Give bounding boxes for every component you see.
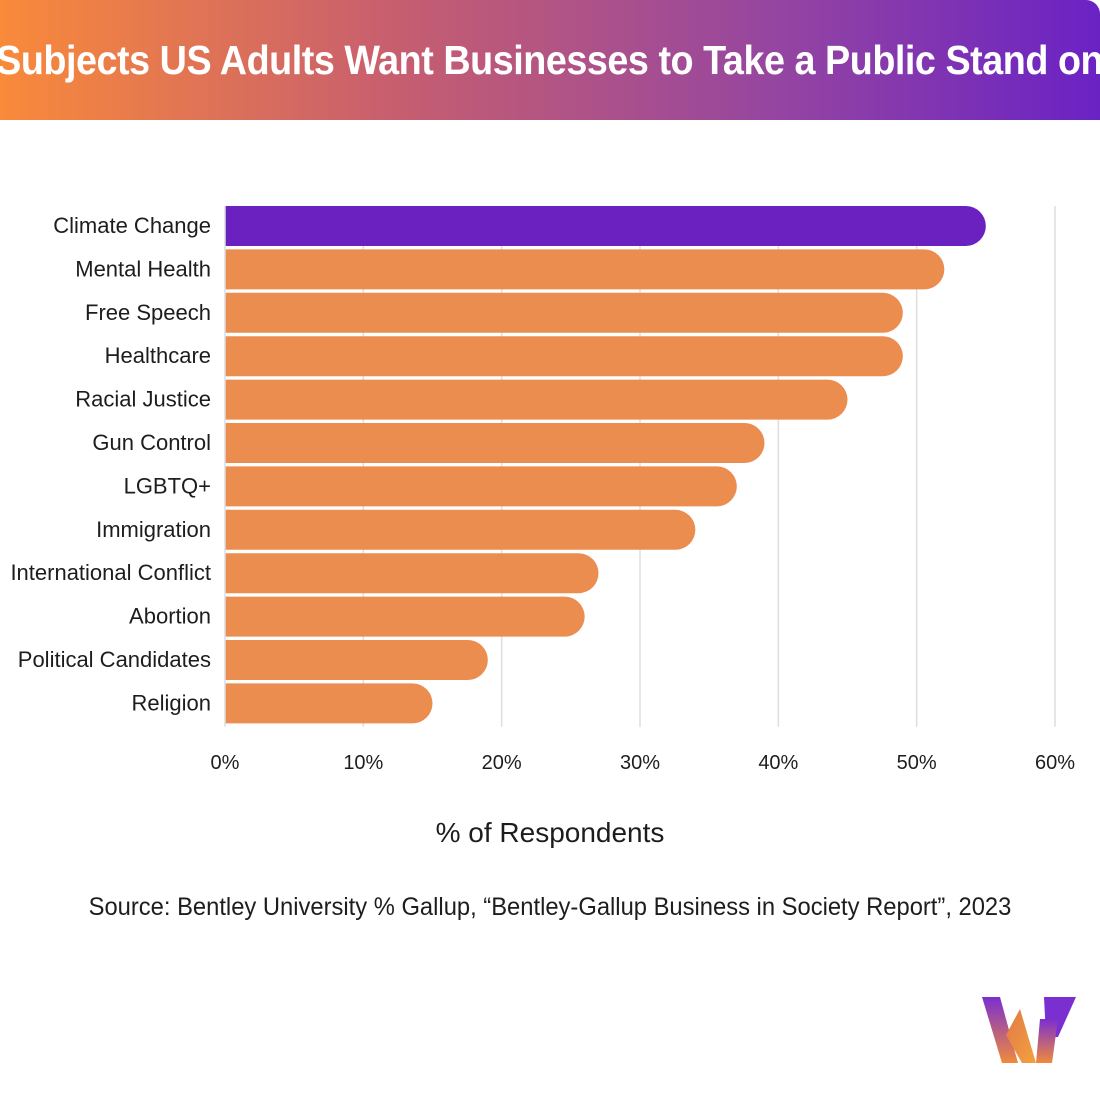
bar-racial-justice [225,379,848,420]
bar-healthcare [225,336,903,377]
x-tick-label: 10% [343,752,383,774]
category-label: Mental Health [75,256,211,281]
bar-mental-health [225,249,945,290]
x-tick-label: 40% [758,752,798,774]
x-tick-label: 50% [897,752,937,774]
category-label: Political Candidates [18,647,211,672]
x-tick-label: 30% [620,752,660,774]
category-label: International Conflict [10,560,211,585]
bar-gun-control [225,423,765,463]
source-note: Source: Bentley University % Gallup, “Be… [88,893,1012,921]
bar-chart: Climate Change Mental Health Free Speech He… [10,206,1075,848]
bar-lgbtq [225,466,737,507]
category-label: Racial Justice [75,387,211,412]
category-label: Religion [132,690,212,715]
category-label: Gun Control [92,430,211,455]
category-label: LGBTQ+ [124,473,211,498]
brand-w-logo-icon [982,997,1076,1063]
bar-abortion [225,596,585,637]
bar-free-speech [225,292,903,333]
title-banner: Subjects US Adults Want Businesses to Ta… [0,0,1100,120]
bar-political-candidates [225,640,488,680]
category-label: Healthcare [105,343,211,368]
x-tick-label: 60% [1035,752,1075,774]
bar-international-conflict [225,553,599,594]
bar-climate-change [225,206,986,246]
x-tick-label: 0% [211,752,240,774]
category-label: Abortion [129,604,211,629]
category-label: Free Speech [85,300,211,325]
bar-immigration [225,509,696,550]
page-title: Subjects US Adults Want Businesses to Ta… [0,36,1100,83]
category-label: Immigration [96,517,211,542]
category-label: Climate Change [53,213,211,238]
bar-religion [225,683,433,724]
x-axis-title: % of Respondents [436,817,665,848]
x-tick-label: 20% [482,752,522,774]
